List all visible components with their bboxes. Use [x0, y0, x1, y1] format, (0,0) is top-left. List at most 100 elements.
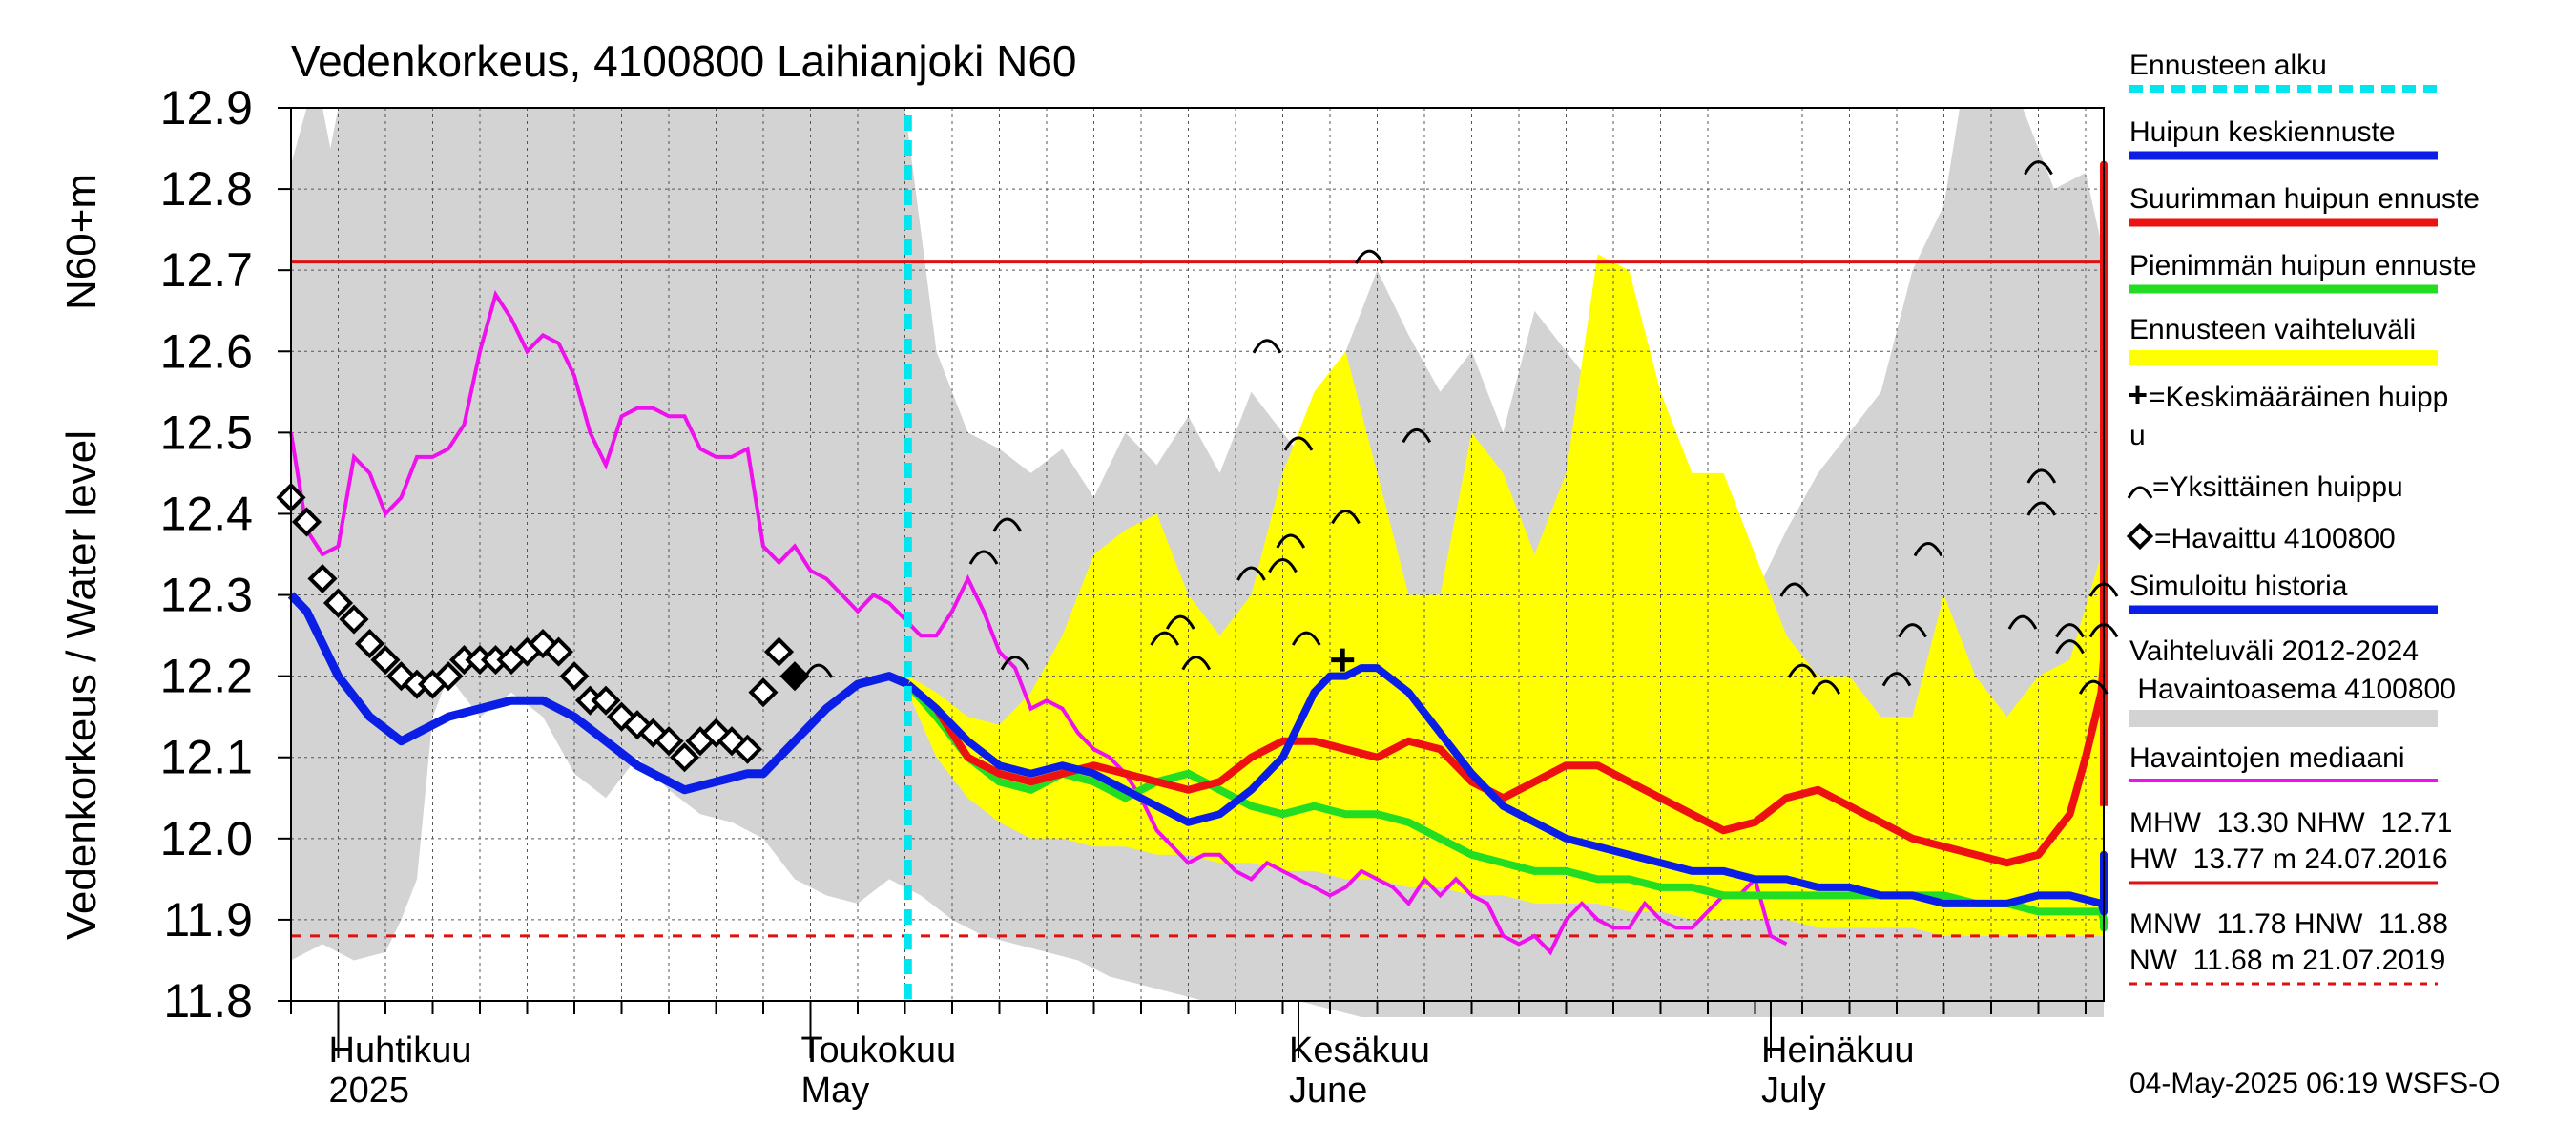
legend-observed: =Havaittu 4100800: [2154, 523, 2396, 554]
y-tick-label: 12.7: [160, 243, 253, 297]
legend-max-forecast: Suurimman huipun ennuste: [2129, 183, 2480, 215]
peak-marker: [1283, 436, 1314, 451]
peak-marker: [2024, 160, 2053, 176]
observed-point: [669, 742, 700, 773]
peak-marker: [1913, 542, 1943, 557]
legend-diamond-icon: [2126, 522, 2154, 551]
footer-timestamp: 04-May-2025 06:19 WSFS-O: [2129, 1068, 2501, 1099]
legend-stats-hw: HW 13.77 m 24.07.2016: [2129, 843, 2448, 875]
y-tick-label: 11.9: [163, 893, 253, 947]
y-tick-label: 12.3: [160, 569, 253, 622]
observed-point: [322, 588, 354, 618]
legend-stats-mhw: MHW 13.30 NHW 12.71: [2129, 807, 2452, 839]
observed-point: [543, 636, 574, 667]
legend-forecast-range: Ennusteen vaihteluväli: [2129, 314, 2416, 345]
peak-marker: [1898, 623, 1927, 638]
x-month-label-en: May: [801, 1071, 870, 1111]
legend-simulated-history: Simuloitu historia: [2129, 571, 2348, 602]
legend-mean-peak-line1: =Keskimääräinen huipp: [2149, 382, 2448, 413]
mean-peak-forecast-line: [905, 664, 2108, 916]
legend-min-forecast: Pienimmän huipun ennuste: [2129, 250, 2477, 281]
observed-point: [370, 645, 401, 676]
peak-marker: [1236, 566, 1266, 581]
peak-markers: [803, 160, 2119, 695]
peak-marker: [1181, 656, 1212, 671]
peak-marker: [1881, 672, 1912, 687]
y-tick-label: 12.2: [160, 650, 253, 703]
x-month-label-en: July: [1761, 1071, 1826, 1111]
observed-point: [433, 661, 464, 692]
x-month-label-en: June: [1289, 1071, 1367, 1111]
observed-point: [339, 604, 369, 635]
peak-marker: [1150, 631, 1180, 646]
observed-point: [732, 734, 763, 764]
peak-marker: [2026, 501, 2057, 516]
y-tick-label: 12.5: [160, 406, 253, 459]
observed-point: [465, 645, 495, 676]
observed-point: [748, 677, 779, 708]
peak-marker: [1276, 533, 1306, 549]
observed-point: [448, 645, 480, 676]
legend-forecast-range-swatch: [2129, 350, 2438, 365]
peak-marker: [1165, 614, 1195, 630]
legend-stats-mnw: MNW 11.78 HNW 11.88: [2129, 908, 2448, 940]
peak-marker: [2055, 639, 2085, 655]
observed-point: [779, 661, 810, 692]
chart-title: Vedenkorkeus, 4100800 Laihianjoki N60: [291, 36, 1077, 86]
peak-marker: [1000, 656, 1030, 671]
peak-marker: [1331, 509, 1361, 525]
peak-marker: [968, 550, 999, 565]
simulated-history-line: [287, 592, 910, 795]
observed-point: [402, 669, 432, 699]
y-axis-label-main: Vedenkorkeus / Water level: [58, 430, 105, 940]
observed-point: [307, 563, 338, 594]
observed-point: [591, 685, 621, 716]
x-month-label-en: 2025: [329, 1071, 410, 1111]
x-month-label-fi: Huhtikuu: [329, 1030, 472, 1071]
legend-range-hist-swatch: [2129, 710, 2438, 727]
legend-range-hist-2: Havaintoasema 4100800: [2129, 674, 2456, 705]
mean-peak-marker: [1331, 648, 1355, 672]
observed-point: [291, 507, 322, 537]
legend-single-peak: =Yksittäinen huippu: [2152, 471, 2403, 503]
observed-median-line: [289, 289, 1788, 956]
forecast-range-area: [907, 156, 2104, 945]
y-axis: 11.8 11.9 12.0 12.1 12.2 12.3 12.4 12.5 12.6 12.7…: [160, 81, 291, 1028]
legend-observed-median: Havaintojen mediaani: [2129, 742, 2405, 774]
y-tick-label: 12.8: [160, 162, 253, 216]
observed-point: [574, 685, 606, 716]
legend-plus-icon: +: [2128, 375, 2148, 414]
observed-point: [559, 661, 590, 692]
peak-marker: [1402, 427, 1432, 444]
y-tick-label: 11.8: [163, 974, 253, 1028]
observed-markers: [276, 482, 810, 773]
peak-marker: [1354, 249, 1384, 264]
y-tick-label: 12.4: [160, 487, 253, 540]
y-tick-label: 12.1: [160, 731, 253, 784]
x-month-label-fi: Kesäkuu: [1289, 1030, 1430, 1071]
peak-marker: [1252, 339, 1282, 354]
plot-frame: [290, 107, 2105, 1002]
legend-range-hist-1: Vaihteluväli 2012-2024: [2129, 635, 2419, 667]
peak-marker: [1779, 582, 1810, 597]
peak-marker: [2026, 468, 2057, 484]
plot-area: [276, 107, 2119, 1017]
peak-marker: [2007, 614, 2038, 630]
observed-point: [763, 636, 795, 667]
y-tick-label: 12.6: [160, 324, 253, 378]
observed-point: [480, 645, 511, 676]
peak-marker: [992, 517, 1023, 532]
peak-marker: [1811, 679, 1841, 695]
legend-mean-peak-line2: u: [2129, 420, 2146, 451]
legend-peak-arc-icon: [2127, 486, 2153, 499]
peak-marker: [2055, 623, 2085, 638]
peak-marker: [1291, 631, 1321, 646]
observed-point: [354, 629, 385, 659]
peak-marker: [1787, 663, 1818, 678]
legend-stats-nw: NW 11.68 m 21.07.2019: [2129, 945, 2445, 976]
legend-forecast-start: Ennusteen alku: [2129, 50, 2327, 81]
y-tick-label: 12.9: [160, 81, 253, 135]
mean-peak-markers: [1331, 648, 1355, 672]
